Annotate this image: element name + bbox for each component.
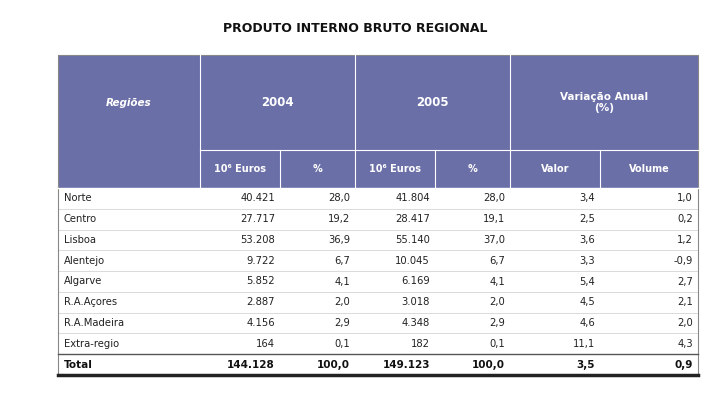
Bar bbox=[58, 271, 698, 292]
Text: 2,0: 2,0 bbox=[677, 318, 693, 328]
Text: Alentejo: Alentejo bbox=[64, 256, 105, 266]
Bar bbox=[58, 229, 698, 250]
Text: 0,1: 0,1 bbox=[334, 339, 350, 349]
Text: Centro: Centro bbox=[64, 214, 97, 224]
Text: 4,5: 4,5 bbox=[579, 297, 595, 307]
Text: 2,9: 2,9 bbox=[334, 318, 350, 328]
Text: 3,5: 3,5 bbox=[577, 359, 595, 370]
Text: 11,1: 11,1 bbox=[573, 339, 595, 349]
Text: 100,0: 100,0 bbox=[317, 359, 350, 370]
Text: 40.421: 40.421 bbox=[240, 194, 275, 203]
Text: 2,1: 2,1 bbox=[677, 297, 693, 307]
Text: 149.123: 149.123 bbox=[383, 359, 430, 370]
Text: 10⁶ Euros: 10⁶ Euros bbox=[214, 164, 266, 174]
Text: Extra-regio: Extra-regio bbox=[64, 339, 119, 349]
Text: 2,5: 2,5 bbox=[579, 214, 595, 224]
Text: 28.417: 28.417 bbox=[395, 214, 430, 224]
Bar bbox=[58, 209, 698, 229]
Text: 2,0: 2,0 bbox=[489, 297, 505, 307]
Text: %: % bbox=[312, 164, 322, 174]
Text: 0,9: 0,9 bbox=[674, 359, 693, 370]
Text: 3,6: 3,6 bbox=[579, 235, 595, 245]
Text: 3,4: 3,4 bbox=[579, 194, 595, 203]
Text: 2,0: 2,0 bbox=[334, 297, 350, 307]
Text: 144.128: 144.128 bbox=[227, 359, 275, 370]
Text: 1,2: 1,2 bbox=[677, 235, 693, 245]
Text: 27.717: 27.717 bbox=[240, 214, 275, 224]
Text: Norte: Norte bbox=[64, 194, 92, 203]
Text: 5,4: 5,4 bbox=[579, 276, 595, 286]
Text: 10⁶ Euros: 10⁶ Euros bbox=[369, 164, 421, 174]
Text: 2.887: 2.887 bbox=[246, 297, 275, 307]
Text: Volume: Volume bbox=[628, 164, 670, 174]
Text: 4,6: 4,6 bbox=[579, 318, 595, 328]
Text: 6,7: 6,7 bbox=[334, 256, 350, 266]
Text: Total: Total bbox=[64, 359, 93, 370]
Text: 53.208: 53.208 bbox=[240, 235, 275, 245]
Text: Valor: Valor bbox=[541, 164, 569, 174]
Text: 2004: 2004 bbox=[261, 96, 294, 109]
Text: 1,0: 1,0 bbox=[677, 194, 693, 203]
Bar bbox=[58, 55, 698, 150]
Text: 3.018: 3.018 bbox=[402, 297, 430, 307]
Text: 4,1: 4,1 bbox=[334, 276, 350, 286]
Text: 4.348: 4.348 bbox=[402, 318, 430, 328]
Text: 28,0: 28,0 bbox=[328, 194, 350, 203]
Text: 36,9: 36,9 bbox=[328, 235, 350, 245]
Text: 164: 164 bbox=[256, 339, 275, 349]
Text: 6.169: 6.169 bbox=[401, 276, 430, 286]
Text: 41.804: 41.804 bbox=[395, 194, 430, 203]
Text: 9.722: 9.722 bbox=[246, 256, 275, 266]
Text: R.A.Açores: R.A.Açores bbox=[64, 297, 117, 307]
Text: 5.852: 5.852 bbox=[246, 276, 275, 286]
Text: 19,2: 19,2 bbox=[328, 214, 350, 224]
Text: Regiões: Regiões bbox=[106, 98, 152, 107]
Text: 37,0: 37,0 bbox=[483, 235, 505, 245]
Text: 4,1: 4,1 bbox=[489, 276, 505, 286]
Text: 2,7: 2,7 bbox=[677, 276, 693, 286]
Text: 3,3: 3,3 bbox=[579, 256, 595, 266]
Text: 28,0: 28,0 bbox=[483, 194, 505, 203]
Bar bbox=[58, 188, 698, 209]
Bar bbox=[58, 354, 698, 375]
Text: -0,9: -0,9 bbox=[674, 256, 693, 266]
Text: Variação Anual
(%): Variação Anual (%) bbox=[560, 92, 648, 113]
Text: %: % bbox=[468, 164, 477, 174]
Bar bbox=[58, 313, 698, 333]
Bar bbox=[58, 333, 698, 354]
Text: 4.156: 4.156 bbox=[246, 318, 275, 328]
Text: 10.045: 10.045 bbox=[395, 256, 430, 266]
Text: 0,2: 0,2 bbox=[677, 214, 693, 224]
Text: PRODUTO INTERNO BRUTO REGIONAL: PRODUTO INTERNO BRUTO REGIONAL bbox=[223, 21, 487, 34]
Bar bbox=[58, 55, 698, 375]
Text: 2,9: 2,9 bbox=[489, 318, 505, 328]
Text: 2005: 2005 bbox=[416, 96, 449, 109]
Bar bbox=[58, 250, 698, 271]
Text: R.A.Madeira: R.A.Madeira bbox=[64, 318, 124, 328]
Text: 4,3: 4,3 bbox=[677, 339, 693, 349]
Bar bbox=[58, 150, 698, 188]
Text: Lisboa: Lisboa bbox=[64, 235, 96, 245]
Text: 182: 182 bbox=[411, 339, 430, 349]
Bar bbox=[58, 292, 698, 313]
Text: Algarve: Algarve bbox=[64, 276, 102, 286]
Text: 0,1: 0,1 bbox=[489, 339, 505, 349]
Text: 19,1: 19,1 bbox=[483, 214, 505, 224]
Text: 55.140: 55.140 bbox=[395, 235, 430, 245]
Text: 6,7: 6,7 bbox=[489, 256, 505, 266]
Bar bbox=[58, 55, 698, 375]
Text: 100,0: 100,0 bbox=[472, 359, 505, 370]
